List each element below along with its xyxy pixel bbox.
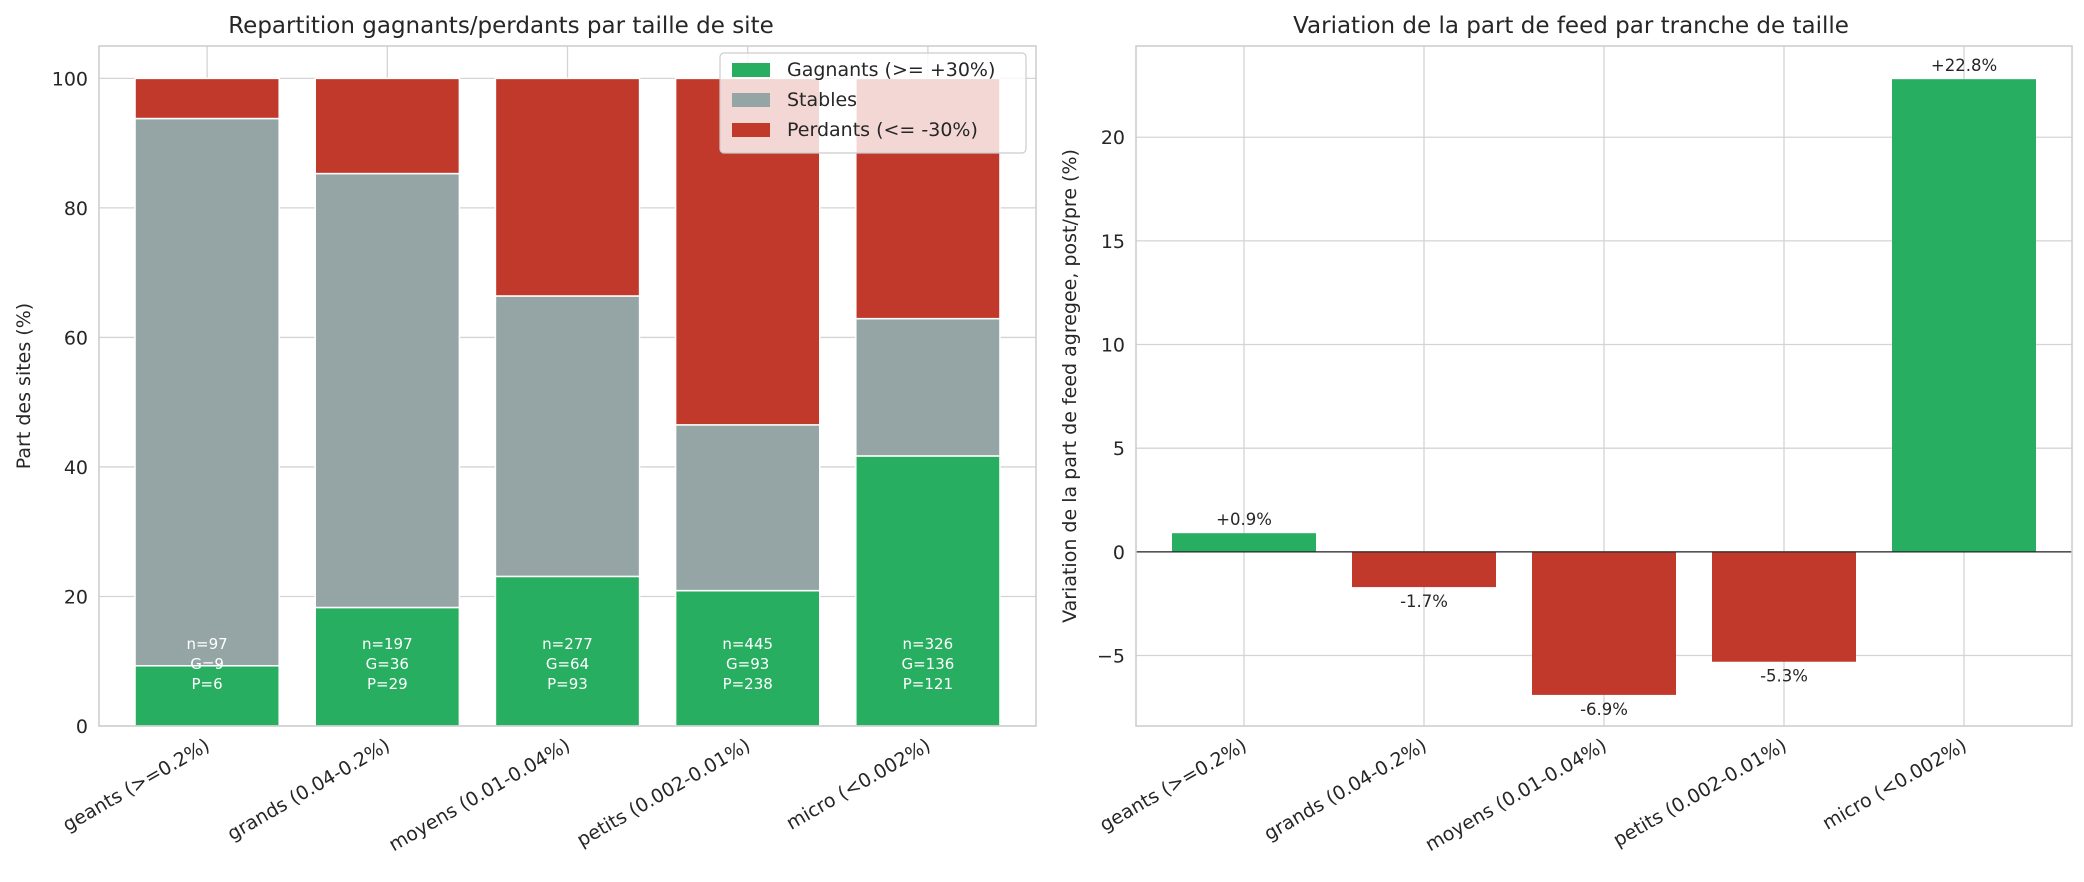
x-tick-label: geants (>=0.2%)	[59, 734, 214, 836]
x-ticks: geants (>=0.2%) grands (0.04-0.2%)moyens …	[1096, 734, 1971, 856]
bars	[1172, 79, 2036, 695]
bar-segment	[855, 455, 1001, 727]
y-tick-label: 0	[1113, 542, 1125, 564]
data-label: -1.7%	[1400, 592, 1448, 611]
bar	[1712, 551, 1856, 662]
bar-segment	[494, 295, 641, 578]
legend-swatch	[732, 123, 770, 137]
data-label: -6.9%	[1580, 700, 1628, 719]
bar-segment	[494, 575, 641, 727]
bar	[1892, 79, 2036, 552]
bar-annotation: P=238	[723, 675, 773, 693]
bar-annotation: G=93	[726, 655, 769, 673]
bar-segment	[134, 77, 280, 120]
bar-segment	[314, 77, 461, 175]
y-axis-label: Part des sites (%)	[13, 303, 35, 469]
legend-label: Perdants (<= -30%)	[787, 119, 978, 141]
x-tick-label: micro (<0.002%)	[783, 734, 935, 834]
bar	[1532, 551, 1676, 695]
chart-title: Repartition gagnants/perdants par taille…	[228, 13, 774, 39]
bar-annotation: n=445	[722, 635, 773, 653]
bar-annotation: P=93	[547, 675, 588, 693]
y-tick-label: 40	[64, 457, 88, 479]
bars	[134, 77, 1001, 727]
x-tick-label: geants (>=0.2%)	[1096, 734, 1251, 836]
legend-label: Stables	[787, 89, 857, 111]
y-tick-label: 60	[64, 327, 88, 349]
bar-segment	[855, 317, 1001, 457]
stacked-bar-chart: Repartition gagnants/perdants par taille…	[13, 13, 1037, 856]
x-ticks: geants (>=0.2%) grands (0.04-0.2%)moyens …	[59, 734, 934, 856]
chart-title: Variation de la part de feed par tranche…	[1293, 13, 1849, 39]
data-label: +22.8%	[1931, 56, 1997, 75]
bar-annotations: n=97 G=9 P=6 n=197 G=36 P=29 n=277 G=64 P=93 n=44…	[187, 635, 955, 693]
x-tick-label: moyens (0.01-0.04%)	[1422, 734, 1611, 856]
legend: Gagnants (>= +30%) Stables Perdants (<= -3…	[719, 52, 1027, 154]
bar-annotation: n=97	[187, 635, 228, 653]
data-labels: +0.9% -1.7% -6.9% -5.3% +22.8%	[1216, 56, 1997, 719]
y-ticks: 0 20 40 60 80 100	[52, 68, 88, 738]
x-tick-label: micro (<0.002%)	[1819, 734, 1971, 834]
bar	[1352, 551, 1496, 588]
x-tick-label: grands (0.04-0.2%)	[224, 734, 394, 845]
bar-segment	[134, 117, 280, 667]
bar-annotation: G=136	[901, 655, 954, 673]
bar-annotation: P=6	[192, 675, 223, 693]
y-tick-label: −5	[1097, 646, 1125, 668]
bar-segment	[134, 665, 280, 727]
bar-annotation: G=64	[546, 655, 589, 673]
bar-segment	[494, 77, 641, 297]
y-tick-label: 10	[1101, 335, 1125, 357]
y-tick-label: 5	[1113, 438, 1125, 460]
y-ticks: −5 0 5 10 15 20	[1097, 127, 1125, 667]
variation-bar-chart: Variation de la part de feed par tranche…	[1059, 13, 2073, 856]
legend-swatch	[732, 63, 770, 77]
bar-annotation: n=197	[362, 635, 413, 653]
data-label: +0.9%	[1216, 510, 1272, 529]
data-label: -5.3%	[1760, 667, 1808, 686]
y-tick-label: 100	[52, 68, 88, 90]
bar-segment	[314, 606, 461, 727]
bar-annotation: P=121	[903, 675, 953, 693]
bar-annotation: G=36	[366, 655, 409, 673]
legend-box	[719, 52, 1027, 154]
axes-frame	[1135, 45, 2073, 727]
bar-annotation: P=29	[367, 675, 408, 693]
bar-annotation: G=9	[190, 655, 224, 673]
bar-segment	[674, 424, 821, 592]
y-tick-label: 0	[76, 716, 88, 738]
x-tick-label: grands (0.04-0.2%)	[1260, 734, 1430, 845]
y-axis-label: Variation de la part de feed agregee, po…	[1059, 149, 1081, 623]
x-tick-label: petits (0.002-0.01%)	[573, 734, 754, 851]
y-tick-label: 20	[64, 586, 88, 608]
x-tick-label: moyens (0.01-0.04%)	[385, 734, 574, 856]
bar-annotation: n=326	[903, 635, 954, 653]
bar-annotation: n=277	[542, 635, 593, 653]
y-tick-label: 80	[64, 198, 88, 220]
y-tick-label: 15	[1101, 231, 1125, 253]
axes-frame	[98, 45, 1037, 727]
legend-swatch	[732, 93, 770, 107]
bar-segment	[674, 589, 821, 727]
legend-label: Gagnants (>= +30%)	[787, 59, 995, 81]
bar	[1172, 533, 1316, 552]
x-tick-label: petits (0.002-0.01%)	[1609, 734, 1790, 851]
y-tick-label: 20	[1101, 127, 1125, 149]
bar-segment	[314, 172, 461, 609]
